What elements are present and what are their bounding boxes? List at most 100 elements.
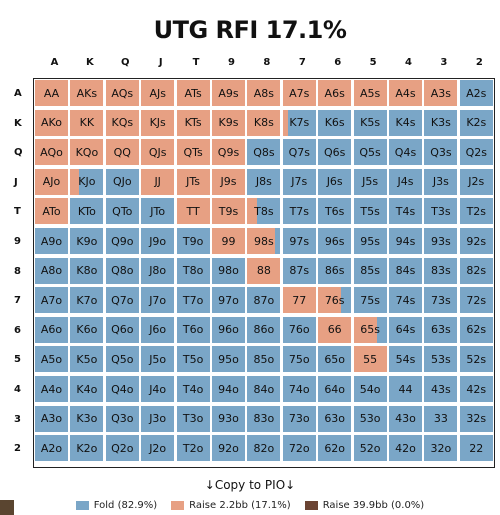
hand-cell[interactable]: A2o xyxy=(35,435,68,462)
hand-cell[interactable]: K6o xyxy=(70,316,104,343)
hand-cell[interactable]: 83s xyxy=(424,257,458,284)
hand-cell[interactable]: T5o xyxy=(176,346,210,373)
hand-cell[interactable]: T8s xyxy=(247,198,281,225)
hand-cell[interactable]: Q9o xyxy=(105,228,139,254)
hand-cell[interactable]: 44 xyxy=(389,376,422,402)
hand-cell[interactable]: Q9s xyxy=(212,139,245,166)
hand-cell[interactable]: 42o xyxy=(389,435,422,462)
hand-cell[interactable]: 54o xyxy=(353,376,387,402)
hand-cell[interactable]: T3s xyxy=(424,198,458,225)
hand-cell[interactable]: QQ xyxy=(105,139,139,166)
hand-cell[interactable]: 86o xyxy=(247,316,281,343)
hand-cell[interactable]: J6s xyxy=(318,168,352,195)
hand-cell[interactable]: ATo xyxy=(35,198,68,225)
hand-cell[interactable]: QTo xyxy=(105,198,139,225)
hand-cell[interactable]: Q8s xyxy=(247,139,281,166)
hand-cell[interactable]: 98o xyxy=(212,257,245,284)
hand-cell[interactable]: 72s xyxy=(459,287,493,314)
hand-cell[interactable]: K2o xyxy=(70,435,104,462)
hand-cell[interactable]: 53s xyxy=(424,346,458,373)
hand-cell[interactable]: 52o xyxy=(353,435,387,462)
hand-cell[interactable]: T6o xyxy=(176,316,210,343)
hand-cell[interactable]: 82s xyxy=(459,257,493,284)
hand-cell[interactable]: KQo xyxy=(70,139,104,166)
hand-cell[interactable]: T9o xyxy=(176,228,210,254)
hand-cell[interactable]: 42s xyxy=(459,376,493,402)
hand-cell[interactable]: K9s xyxy=(212,109,245,136)
hand-cell[interactable]: 99 xyxy=(212,228,245,254)
hand-cell[interactable]: AQs xyxy=(105,80,139,106)
hand-cell[interactable]: 85o xyxy=(247,346,281,373)
hand-cell[interactable]: 22 xyxy=(459,435,493,462)
hand-cell[interactable]: A2s xyxy=(459,80,493,106)
hand-cell[interactable]: 95o xyxy=(212,346,245,373)
hand-cell[interactable]: K4s xyxy=(389,109,422,136)
hand-cell[interactable]: 77 xyxy=(282,287,316,314)
hand-cell[interactable]: T7o xyxy=(176,287,210,314)
hand-cell[interactable]: J4o xyxy=(141,376,175,402)
hand-cell[interactable]: 92o xyxy=(212,435,245,462)
hand-cell[interactable]: Q7o xyxy=(105,287,139,314)
hand-cell[interactable]: T5s xyxy=(353,198,387,225)
hand-cell[interactable]: 65o xyxy=(318,346,352,373)
hand-cell[interactable]: K2s xyxy=(459,109,493,136)
hand-cell[interactable]: J7o xyxy=(141,287,175,314)
hand-cell[interactable]: 63s xyxy=(424,316,458,343)
hand-cell[interactable]: J2s xyxy=(459,168,493,195)
hand-cell[interactable]: T6s xyxy=(318,198,352,225)
hand-cell[interactable]: K5o xyxy=(70,346,104,373)
hand-cell[interactable]: Q5s xyxy=(353,139,387,166)
hand-cell[interactable]: 93s xyxy=(424,228,458,254)
hand-cell[interactable]: 64s xyxy=(389,316,422,343)
hand-cell[interactable]: 72o xyxy=(282,435,316,462)
hand-cell[interactable]: K7o xyxy=(70,287,104,314)
hand-cell[interactable]: T8o xyxy=(176,257,210,284)
hand-cell[interactable]: Q2s xyxy=(459,139,493,166)
hand-cell[interactable]: 32s xyxy=(459,405,493,432)
hand-cell[interactable]: KJo xyxy=(70,168,104,195)
hand-cell[interactable]: AJs xyxy=(141,80,175,106)
hand-cell[interactable]: 94o xyxy=(212,376,245,402)
hand-cell[interactable]: J3s xyxy=(424,168,458,195)
hand-cell[interactable]: J6o xyxy=(141,316,175,343)
hand-cell[interactable]: A3o xyxy=(35,405,68,432)
hand-cell[interactable]: 87o xyxy=(247,287,281,314)
hand-cell[interactable]: K3s xyxy=(424,109,458,136)
hand-cell[interactable]: T7s xyxy=(282,198,316,225)
hand-cell[interactable]: J5s xyxy=(353,168,387,195)
hand-cell[interactable]: K7s xyxy=(282,109,316,136)
hand-cell[interactable]: 62o xyxy=(318,435,352,462)
hand-cell[interactable]: 98s xyxy=(247,228,281,254)
hand-cell[interactable]: A9o xyxy=(35,228,68,254)
hand-cell[interactable]: QJo xyxy=(105,168,139,195)
hand-cell[interactable]: J4s xyxy=(389,168,422,195)
hand-cell[interactable]: K8s xyxy=(247,109,281,136)
hand-cell[interactable]: J8o xyxy=(141,257,175,284)
hand-cell[interactable]: Q2o xyxy=(105,435,139,462)
hand-cell[interactable]: K9o xyxy=(70,228,104,254)
hand-cell[interactable]: KQs xyxy=(105,109,139,136)
hand-cell[interactable]: 43s xyxy=(424,376,458,402)
hand-cell[interactable]: AJo xyxy=(35,168,68,195)
hand-cell[interactable]: 55 xyxy=(353,346,387,373)
hand-cell[interactable]: T3o xyxy=(176,405,210,432)
hand-cell[interactable]: 74s xyxy=(389,287,422,314)
hand-cell[interactable]: 97s xyxy=(282,228,316,254)
hand-cell[interactable]: 54s xyxy=(389,346,422,373)
hand-cell[interactable]: JTs xyxy=(176,168,210,195)
hand-cell[interactable]: 83o xyxy=(247,405,281,432)
hand-cell[interactable]: 84o xyxy=(247,376,281,402)
hand-cell[interactable]: KK xyxy=(70,109,104,136)
hand-cell[interactable]: AKs xyxy=(70,80,104,106)
hand-cell[interactable]: 84s xyxy=(389,257,422,284)
hand-cell[interactable]: 76s xyxy=(318,287,352,314)
hand-cell[interactable]: A5o xyxy=(35,346,68,373)
hand-cell[interactable]: A9s xyxy=(212,80,245,106)
hand-cell[interactable]: J3o xyxy=(141,405,175,432)
hand-cell[interactable]: K4o xyxy=(70,376,104,402)
hand-cell[interactable]: A8o xyxy=(35,257,68,284)
hand-cell[interactable]: QTs xyxy=(176,139,210,166)
copy-to-pio-link[interactable]: ↓Copy to PIO↓ xyxy=(204,478,296,492)
hand-cell[interactable]: 82o xyxy=(247,435,281,462)
hand-cell[interactable]: AA xyxy=(35,80,68,106)
